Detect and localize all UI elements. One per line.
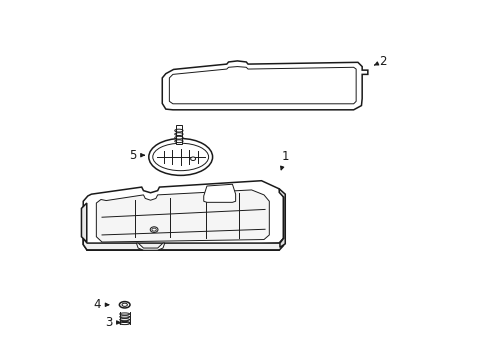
Ellipse shape [148,139,212,175]
Ellipse shape [120,316,129,318]
Polygon shape [83,238,283,250]
Text: 3: 3 [105,316,113,329]
Polygon shape [279,189,285,247]
Ellipse shape [120,313,129,315]
Polygon shape [96,190,269,242]
Ellipse shape [150,227,158,233]
Ellipse shape [152,228,156,231]
Polygon shape [169,67,355,104]
Polygon shape [81,203,86,242]
Ellipse shape [152,143,208,171]
Polygon shape [83,181,283,250]
Ellipse shape [190,157,195,161]
Ellipse shape [120,323,129,325]
Ellipse shape [120,321,129,324]
Polygon shape [175,125,182,144]
Ellipse shape [120,319,129,321]
Polygon shape [203,184,235,202]
Text: 2: 2 [378,55,386,68]
Text: 5: 5 [129,149,136,162]
Polygon shape [136,243,164,250]
Text: 1: 1 [281,150,288,163]
Text: 4: 4 [94,298,101,311]
Ellipse shape [119,302,130,308]
Ellipse shape [122,303,127,306]
Polygon shape [162,61,367,110]
